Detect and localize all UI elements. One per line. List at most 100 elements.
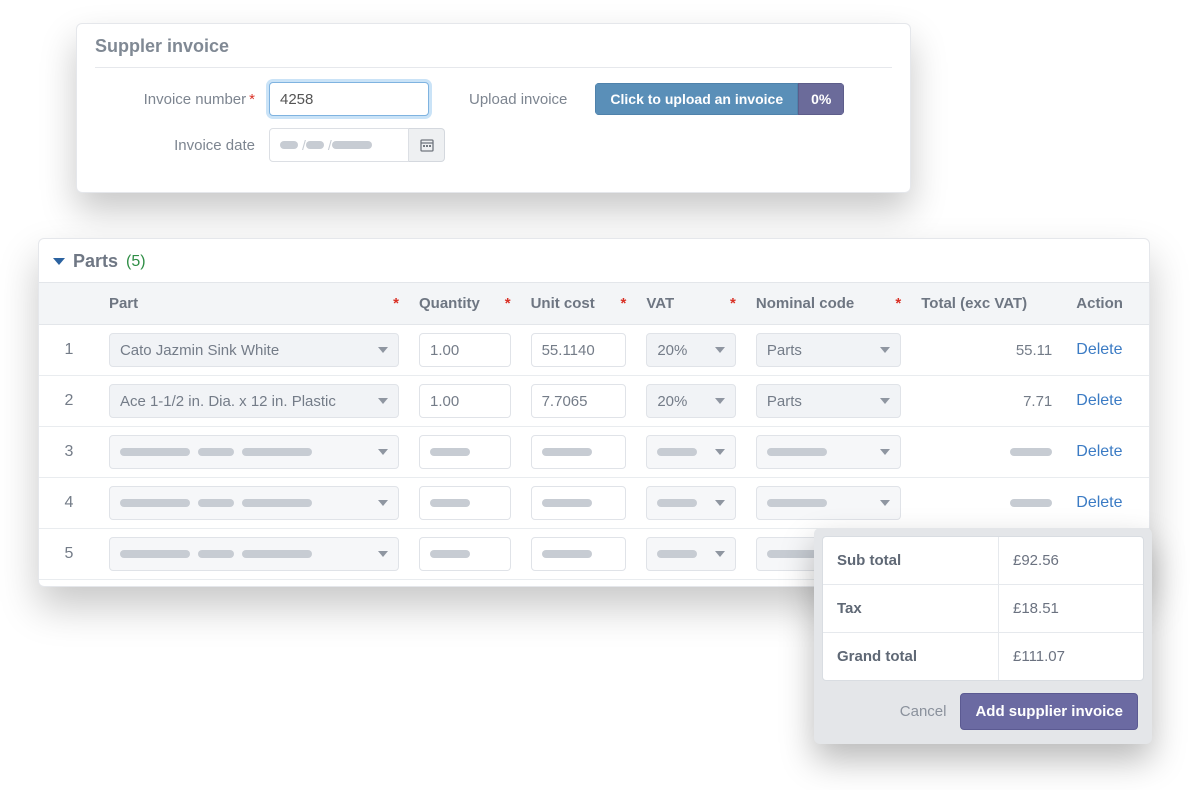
row-index: 5 (39, 529, 99, 580)
chevron-down-icon (715, 398, 725, 404)
cell-unit-cost (521, 478, 637, 529)
cell-quantity (409, 427, 521, 478)
part-select[interactable]: Ace 1-1/2 in. Dia. x 12 in. Plastic (109, 384, 399, 418)
quantity-input[interactable] (419, 435, 511, 469)
part-value: Cato Jazmin Sink White (120, 342, 279, 359)
calendar-icon (420, 138, 434, 152)
summary-card: Sub total £92.56 Tax £18.51 Grand total … (814, 528, 1152, 744)
row-index: 2 (39, 376, 99, 427)
col-label: Quantity (419, 295, 480, 312)
col-label: VAT (646, 295, 674, 312)
label-text: Invoice number (144, 91, 247, 108)
cell-unit-cost (521, 529, 637, 580)
part-select[interactable]: Cato Jazmin Sink White (109, 333, 399, 367)
nominal-value: Parts (767, 342, 802, 359)
placeholder-bar (542, 499, 592, 507)
upload-invoice-label: Upload invoice (469, 91, 567, 108)
unit-cost-input[interactable] (531, 435, 627, 469)
placeholder-bar (657, 499, 697, 507)
chevron-down-icon (378, 398, 388, 404)
chevron-down-icon (715, 500, 725, 506)
cell-unit-cost: 7.7065 (521, 376, 637, 427)
cell-quantity (409, 478, 521, 529)
cell-total: 55.11 (911, 325, 1066, 376)
row-index: 3 (39, 427, 99, 478)
nominal-select[interactable]: Parts (756, 333, 901, 367)
quantity-input[interactable] (419, 537, 511, 571)
vat-select[interactable]: 20% (646, 384, 736, 418)
delete-button[interactable]: Delete (1076, 341, 1122, 358)
col-index (39, 283, 99, 325)
required-asterisk: * (249, 91, 255, 108)
placeholder-bar (430, 448, 470, 456)
parts-title: Parts (73, 251, 118, 272)
delete-button[interactable]: Delete (1076, 443, 1122, 460)
parts-count: (5) (126, 253, 146, 271)
unit-cost-input[interactable] (531, 537, 627, 571)
chevron-down-icon (880, 398, 890, 404)
required-asterisk: * (730, 295, 736, 312)
invoice-date-row: Invoice date / / (95, 128, 892, 162)
part-select[interactable] (109, 486, 399, 520)
add-supplier-invoice-button[interactable]: Add supplier invoice (960, 693, 1138, 730)
cancel-button[interactable]: Cancel (900, 703, 947, 720)
required-asterisk: * (505, 295, 511, 312)
nominal-select[interactable] (756, 435, 901, 469)
cell-part (99, 427, 409, 478)
parts-header[interactable]: Parts (5) (39, 239, 1149, 282)
delete-button[interactable]: Delete (1076, 494, 1122, 511)
unit-cost-input[interactable] (531, 486, 627, 520)
vat-select[interactable] (646, 486, 736, 520)
table-row: 3 Delete (39, 427, 1149, 478)
vat-select[interactable]: 20% (646, 333, 736, 367)
delete-button[interactable]: Delete (1076, 392, 1122, 409)
total-value (921, 486, 1056, 520)
unit-cost-input[interactable]: 7.7065 (531, 384, 627, 418)
vat-value: 20% (657, 342, 687, 359)
placeholder-bar (767, 499, 827, 507)
invoice-date-label: Invoice date (95, 137, 255, 154)
cell-nominal: Parts (746, 325, 911, 376)
upload-percent: 0% (798, 83, 844, 115)
part-select[interactable] (109, 435, 399, 469)
invoice-date-field-wrap: / / (269, 128, 445, 162)
chevron-down-icon (715, 551, 725, 557)
cell-vat: 20% (636, 325, 746, 376)
nominal-select[interactable] (756, 486, 901, 520)
col-vat: VAT * (636, 283, 746, 325)
invoice-date-input[interactable]: / / (269, 128, 409, 162)
col-action: Action (1066, 283, 1149, 325)
vat-select[interactable] (646, 537, 736, 571)
placeholder-bar (542, 448, 592, 456)
nominal-select[interactable]: Parts (756, 384, 901, 418)
cell-vat (636, 478, 746, 529)
cell-action: Delete (1066, 478, 1149, 529)
col-label: Nominal code (756, 295, 854, 312)
col-nominal: Nominal code* (746, 283, 911, 325)
invoice-number-input[interactable] (269, 82, 429, 116)
col-total: Total (exc VAT) (911, 283, 1066, 325)
quantity-input[interactable] (419, 486, 511, 520)
required-asterisk: * (393, 295, 399, 312)
chevron-down-icon (880, 449, 890, 455)
subtotal-value: £92.56 (999, 537, 1143, 584)
cell-total: 7.71 (911, 376, 1066, 427)
calendar-icon-button[interactable] (409, 128, 445, 162)
part-select[interactable] (109, 537, 399, 571)
col-label: Total (exc VAT) (921, 295, 1027, 312)
placeholder-bar (657, 550, 697, 558)
tax-row: Tax £18.51 (823, 585, 1143, 633)
placeholder-bar (430, 550, 470, 558)
grand-total-row: Grand total £111.07 (823, 633, 1143, 680)
quantity-input[interactable]: 1.00 (419, 333, 511, 367)
placeholder-bar (657, 448, 697, 456)
cell-quantity (409, 529, 521, 580)
cell-action: Delete (1066, 376, 1149, 427)
upload-invoice-button[interactable]: Click to upload an invoice 0% (595, 83, 844, 115)
chevron-down-icon (378, 347, 388, 353)
unit-cost-input[interactable]: 55.1140 (531, 333, 627, 367)
cell-quantity: 1.00 (409, 376, 521, 427)
chevron-down-icon (880, 347, 890, 353)
vat-select[interactable] (646, 435, 736, 469)
quantity-input[interactable]: 1.00 (419, 384, 511, 418)
